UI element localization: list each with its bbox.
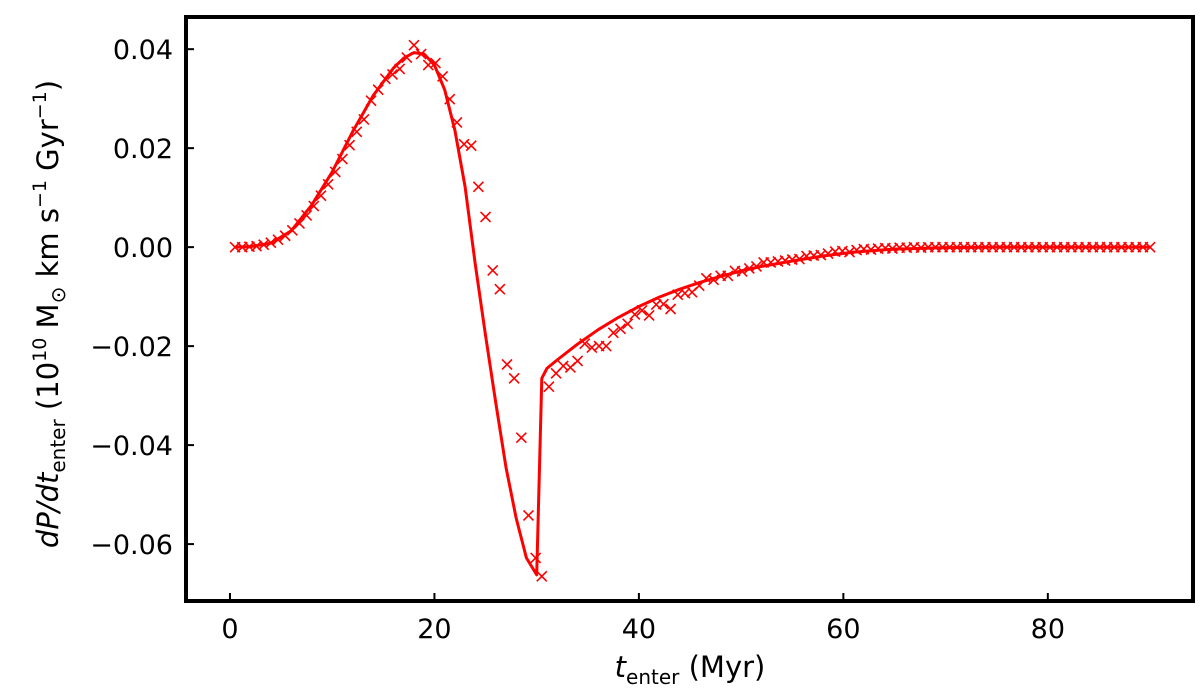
data-point-marker	[415, 48, 427, 60]
data-point-marker	[643, 309, 655, 321]
data-point-marker	[358, 113, 370, 126]
data-point-marker	[444, 93, 456, 105]
data-point-marker	[322, 178, 334, 190]
data-point-marker	[472, 181, 484, 193]
data-point-marker	[750, 260, 763, 273]
x-tick-label: 80	[1031, 614, 1065, 645]
data-point-marker	[386, 68, 399, 80]
data-point-marker	[736, 265, 748, 277]
data-point-marker	[822, 248, 834, 260]
data-point-marker	[379, 73, 391, 85]
data-point-marker	[543, 381, 555, 393]
data-point-marker	[429, 57, 442, 69]
y-tick-label: 0.02	[113, 134, 173, 165]
y-tick-label: 0.04	[113, 35, 173, 66]
x-tick-label: 20	[417, 614, 451, 645]
data-point-marker	[437, 70, 449, 82]
data-point-marker	[557, 360, 569, 372]
data-point-marker	[351, 126, 363, 138]
y-tick-label: −0.02	[90, 332, 173, 363]
data-point-marker	[571, 355, 584, 367]
data-point-marker	[665, 303, 677, 315]
data-point-marker	[372, 84, 384, 96]
data-point-marker	[614, 323, 627, 335]
data-point-marker	[344, 139, 356, 151]
data-point-marker	[536, 570, 548, 582]
data-point-marker	[600, 340, 612, 352]
data-point-marker	[707, 274, 720, 286]
y-axis: 0.04 0.02 0.00 −0.02 −0.04 −0.06	[90, 35, 194, 561]
data-point-marker	[336, 153, 348, 165]
data-point-marker	[508, 372, 520, 384]
data-point-marker	[394, 63, 406, 75]
data-point-marker	[315, 190, 327, 202]
data-point-marker	[458, 138, 470, 150]
data-point-marker	[522, 509, 535, 521]
data-point-marker	[1144, 241, 1156, 253]
data-point-marker	[530, 552, 542, 564]
x-tick-label: 0	[221, 614, 238, 645]
data-point-marker	[308, 200, 320, 212]
data-point-marker	[793, 253, 805, 265]
data-point-marker	[301, 209, 313, 222]
x-axis-label: tenter (Myr)	[615, 650, 766, 689]
data-point-marker	[636, 304, 648, 317]
data-point-marker	[365, 95, 377, 107]
data-point-marker	[408, 39, 420, 51]
data-point-marker	[743, 262, 755, 274]
plot-frame	[184, 15, 1195, 603]
data-point-marker	[657, 298, 669, 310]
data-point-marker	[579, 338, 591, 350]
plot-area	[229, 39, 1156, 582]
x-axis: 0 20 40 60 80	[221, 593, 1065, 645]
data-point-marker	[479, 211, 492, 223]
data-point-marker	[265, 237, 277, 249]
data-point-marker	[422, 59, 434, 71]
y-tick-label: −0.04	[90, 431, 173, 462]
data-point-marker	[401, 52, 413, 64]
data-point-marker	[258, 239, 270, 251]
data-point-marker	[487, 264, 499, 276]
data-point-marker	[279, 230, 291, 242]
x-tick-label: 40	[622, 614, 656, 645]
data-point-marker	[622, 318, 634, 330]
y-tick-label: 0.00	[113, 233, 173, 264]
data-point-marker	[843, 246, 856, 258]
data-point-marker	[465, 140, 477, 152]
data-point-marker	[329, 166, 341, 178]
y-axis-label: dP/dtenter (1010 M⊙ km s−1 Gyr−1)	[29, 80, 70, 548]
x-tick-label: 60	[826, 614, 860, 645]
data-point-marker	[451, 116, 463, 128]
data-point-marker	[629, 308, 641, 321]
series-line	[235, 51, 1151, 577]
y-tick-label: −0.06	[90, 530, 173, 561]
data-point-marker	[272, 234, 284, 246]
data-point-marker	[501, 358, 513, 370]
data-point-marker	[494, 283, 506, 295]
data-point-marker	[607, 327, 619, 339]
data-point-marker	[722, 270, 734, 282]
data-point-marker	[515, 432, 527, 444]
